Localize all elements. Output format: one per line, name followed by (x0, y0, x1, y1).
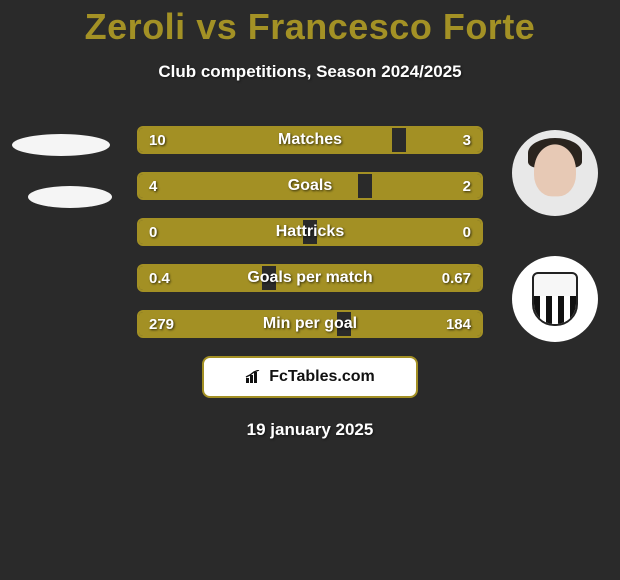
snapshot-date: 19 january 2025 (0, 420, 620, 440)
stat-bar-right (351, 312, 481, 336)
comparison-panel: 103Matches 42Goals 00Hattricks 0.40.67Goals… (0, 126, 620, 440)
stat-bar-right (406, 128, 481, 152)
right-player-avatar (512, 130, 598, 216)
bar-chart-icon (245, 370, 263, 384)
stat-bar-left (139, 174, 358, 198)
watermark-text: FcTables.com (269, 368, 375, 386)
right-player-club-crest (512, 256, 598, 342)
subtitle: Club competitions, Season 2024/2025 (0, 62, 620, 82)
left-player-club-placeholder (28, 186, 112, 208)
stat-bar-right (276, 266, 481, 290)
stat-row: 0.40.67Goals per match (137, 264, 483, 292)
stat-row: 279184Min per goal (137, 310, 483, 338)
stat-bar-right (372, 174, 481, 198)
stat-bar-left (139, 220, 303, 244)
page-title: Zeroli vs Francesco Forte (0, 0, 620, 48)
watermark-badge: FcTables.com (202, 356, 418, 398)
stat-row: 103Matches (137, 126, 483, 154)
left-player-avatar-placeholder (12, 134, 110, 156)
stat-bar-right (317, 220, 481, 244)
stat-row: 00Hattricks (137, 218, 483, 246)
ascoli-crest-icon (532, 272, 578, 326)
stat-bar-left (139, 266, 262, 290)
stat-bar-left (139, 312, 337, 336)
stat-bars: 103Matches 42Goals 00Hattricks 0.40.67Goals… (137, 126, 483, 338)
stat-bar-left (139, 128, 392, 152)
stat-row: 42Goals (137, 172, 483, 200)
